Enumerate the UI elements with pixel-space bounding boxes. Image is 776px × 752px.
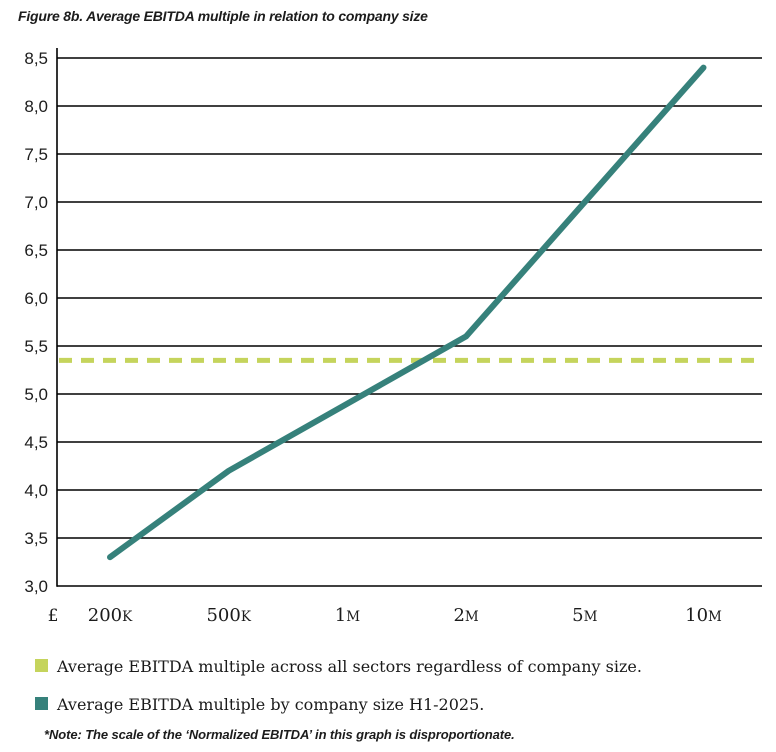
y-tick-label: 7,5 bbox=[24, 145, 48, 164]
y-tick-label: 6,5 bbox=[24, 241, 48, 260]
y-tick-label: 3,0 bbox=[24, 577, 48, 596]
y-tick-label: 6,0 bbox=[24, 289, 48, 308]
legend: Average EBITDA multiple across all secto… bbox=[35, 657, 642, 714]
x-tick-label: 5M bbox=[572, 605, 597, 626]
y-tick-label: 8,5 bbox=[24, 49, 48, 68]
legend-swatch-average bbox=[35, 659, 48, 672]
y-tick-label: 4,5 bbox=[24, 433, 48, 452]
legend-label-by-size: Average EBITDA multiple by company size … bbox=[57, 695, 485, 714]
x-tick-label: 500K bbox=[206, 605, 251, 626]
figure-title: Figure 8b. Average EBITDA multiple in re… bbox=[18, 8, 428, 24]
currency-symbol: £ bbox=[48, 606, 59, 626]
y-tick-label: 5,0 bbox=[24, 385, 48, 404]
x-tick-label: 2M bbox=[453, 605, 478, 626]
x-tick-label: 10M bbox=[685, 605, 722, 626]
y-tick-label: 7,0 bbox=[24, 193, 48, 212]
legend-label-average: Average EBITDA multiple across all secto… bbox=[57, 657, 642, 676]
x-tick-label: 1M bbox=[335, 605, 360, 626]
footnote: *Note: The scale of the ‘Normalized EBIT… bbox=[44, 727, 515, 742]
legend-item-by-size: Average EBITDA multiple by company size … bbox=[35, 695, 642, 714]
y-tick-label: 5,5 bbox=[24, 337, 48, 356]
legend-swatch-by-size bbox=[35, 697, 48, 710]
y-tick-label: 3,5 bbox=[24, 529, 48, 548]
ebitda-line-chart: 3,0 3,5 4,0 4,5 5,0 5,5 6,0 6,5 7,0 7,5 8,0 8,5 £ 200… bbox=[24, 48, 762, 626]
legend-item-average: Average EBITDA multiple across all secto… bbox=[35, 657, 642, 676]
y-tick-label: 8,0 bbox=[24, 97, 48, 116]
ebitda-by-size-line bbox=[107, 64, 707, 561]
x-tick-label: 200K bbox=[88, 605, 133, 626]
y-tick-label: 4,0 bbox=[24, 481, 48, 500]
